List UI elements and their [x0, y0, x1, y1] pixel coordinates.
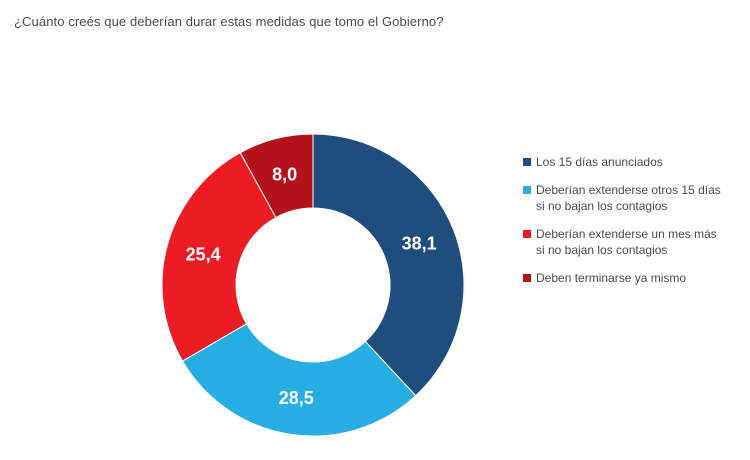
donut-slice-1 [181, 323, 417, 437]
donut-data-label-1: 28,5 [279, 388, 314, 408]
donut-slice-3 [239, 133, 314, 219]
legend-swatch [523, 274, 531, 282]
legend-swatch [523, 158, 531, 166]
legend-label: Deberían extenderse un mes más si no baj… [536, 227, 717, 257]
donut-data-label-0: 38,1 [402, 233, 437, 253]
legend-swatch [523, 230, 531, 238]
legend-label: Deberían extenderse otros 15 días si no … [536, 183, 721, 213]
donut-data-labels: 38,1 28,5 25,4 8,0 [186, 165, 437, 408]
legend-item-los-15-dias: Los 15 días anunciados [523, 154, 748, 170]
donut-slice-2 [161, 151, 277, 362]
legend-swatch [523, 186, 531, 194]
legend-label: Los 15 días anunciados [536, 155, 663, 169]
donut-data-label-2: 25,4 [186, 245, 221, 265]
legend-label: Deben terminarse ya mismo [536, 271, 687, 285]
chart-legend: Los 15 días anunciados Deberían extender… [523, 154, 748, 298]
chart-title: ¿Cuánto creés que deberían durar estas m… [14, 14, 444, 29]
donut-slices [161, 133, 465, 437]
donut-slice-0 [312, 133, 465, 397]
legend-item-terminarse-ya: Deben terminarse ya mismo [523, 270, 748, 286]
donut-data-label-3: 8,0 [272, 165, 297, 185]
legend-item-un-mes-mas: Deberían extenderse un mes más si no baj… [523, 226, 748, 258]
legend-item-otros-15-dias: Deberían extenderse otros 15 días si no … [523, 182, 748, 214]
